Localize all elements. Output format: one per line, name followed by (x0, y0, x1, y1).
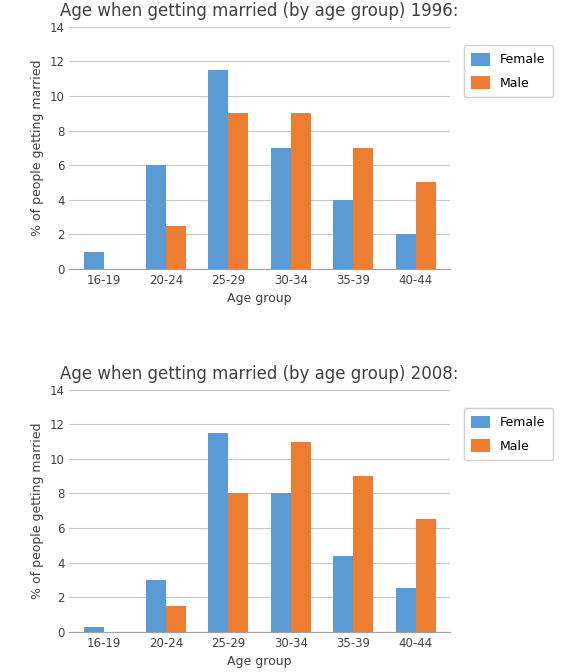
Bar (271, 493, 291, 632)
Bar (166, 605, 186, 632)
Bar (84, 251, 104, 269)
Y-axis label: % of people getting married: % of people getting married (31, 423, 44, 599)
Legend: Female, Male: Female, Male (464, 408, 553, 460)
Bar (271, 148, 291, 269)
Bar (415, 519, 436, 632)
Bar (291, 114, 311, 269)
Bar (228, 493, 249, 632)
Bar (208, 70, 228, 269)
Bar (291, 442, 311, 632)
Bar (166, 226, 186, 269)
Bar (396, 589, 415, 632)
Bar (146, 165, 166, 269)
Legend: Female, Male: Female, Male (464, 45, 553, 97)
Bar (208, 433, 228, 632)
Title: Age when getting married (by age group) 2008:: Age when getting married (by age group) … (61, 365, 459, 382)
Bar (146, 580, 166, 632)
Bar (84, 628, 104, 632)
X-axis label: Age group: Age group (227, 292, 292, 305)
Bar (353, 476, 373, 632)
Y-axis label: % of people getting married: % of people getting married (31, 60, 44, 236)
Bar (353, 148, 373, 269)
X-axis label: Age group: Age group (227, 655, 292, 668)
Bar (334, 556, 353, 632)
Title: Age when getting married (by age group) 1996:: Age when getting married (by age group) … (61, 2, 459, 19)
Bar (396, 235, 415, 269)
Bar (228, 114, 249, 269)
Bar (334, 200, 353, 269)
Bar (415, 182, 436, 269)
